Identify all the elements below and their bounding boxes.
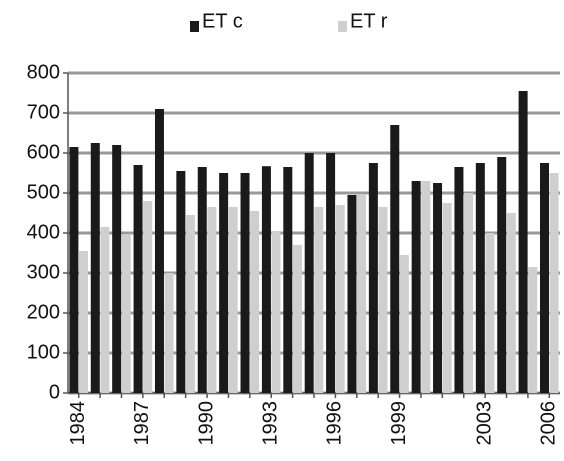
y-tick-label: 500 [27,181,60,203]
bar [390,125,400,393]
bar [261,166,271,393]
y-tick-label: 400 [27,221,60,243]
bar [207,207,217,393]
bar [240,173,250,393]
bar [442,203,452,393]
bar [121,235,131,393]
bar [433,183,443,393]
bar [304,153,314,393]
legend-swatch [338,21,347,32]
bar [506,213,516,393]
bar [283,167,293,393]
bar [540,163,550,393]
bar [271,231,281,393]
bar [549,173,559,393]
bar [78,251,88,393]
y-tick-label: 700 [27,101,60,123]
bar [326,153,336,393]
bar [528,267,538,393]
bar [411,181,421,393]
bar [133,165,143,393]
bar [219,173,229,393]
bar [250,211,260,393]
bar [357,195,367,393]
bar [228,207,238,393]
x-tick-label: 1993 [259,401,281,446]
x-tick-label: 1987 [131,401,153,446]
bar [197,167,207,393]
legend-label: ET r [350,10,388,32]
y-tick-label: 300 [27,261,60,283]
bar [347,195,357,393]
bar [100,227,110,393]
bar [69,147,79,393]
bar [475,163,485,393]
x-tick-label: 2006 [538,401,560,446]
legend-label: ET c [202,10,243,32]
bar [176,171,186,393]
y-tick-label: 0 [49,381,60,403]
bar [454,167,464,393]
bar [185,215,195,393]
bar [164,273,174,393]
bar [314,207,324,393]
bar [421,181,431,393]
bar [143,201,153,393]
bar [112,145,122,393]
bar [90,143,100,393]
bar [335,205,345,393]
x-tick-label: 1999 [388,401,410,446]
x-tick-label: 2003 [473,401,495,446]
x-tick-label: 1984 [67,401,89,446]
bar [399,255,409,393]
bar [378,207,388,393]
y-tick-label: 800 [27,61,60,83]
bar [497,157,507,393]
bar [518,91,528,393]
bar [464,193,474,393]
bar [292,245,302,393]
bar [368,163,378,393]
bar [154,109,164,393]
x-tick-label: 1996 [324,401,346,446]
x-tick-label: 1990 [195,401,217,446]
legend-swatch [190,21,199,32]
y-tick-label: 200 [27,301,60,323]
bar [485,233,495,393]
y-tick-label: 100 [27,341,60,363]
y-tick-label: 600 [27,141,60,163]
